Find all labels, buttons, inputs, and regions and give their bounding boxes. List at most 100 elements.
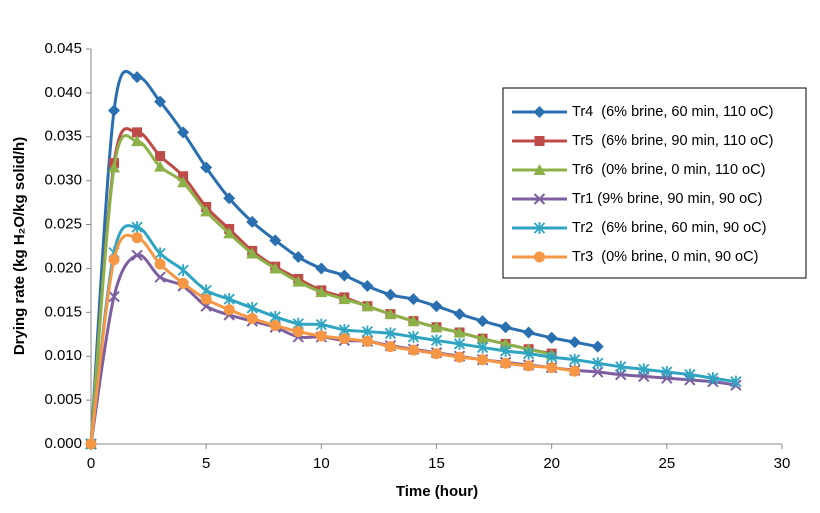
- marker: [108, 161, 121, 173]
- marker: [200, 161, 213, 174]
- marker: [476, 332, 489, 344]
- marker: [154, 160, 167, 172]
- marker: [476, 341, 489, 354]
- marker: [384, 327, 397, 340]
- marker: [361, 335, 373, 347]
- marker: [534, 136, 545, 146]
- legend-label: Tr6 (0% brine, 0 min, 110 oC): [572, 162, 765, 178]
- legend: Tr4 (6% brine, 60 min, 110 oC) Tr5 (6% br…: [502, 87, 807, 279]
- marker: [546, 351, 558, 364]
- marker: [533, 222, 546, 234]
- y-axis-label: Drying rate (kg H₂O/kg solid/h): [11, 137, 28, 355]
- marker: [177, 264, 189, 277]
- marker: [615, 360, 627, 373]
- marker: [338, 269, 351, 282]
- marker: [407, 315, 420, 327]
- legend-label: Tr3 (0% brine, 0 min, 90 oC): [572, 249, 758, 265]
- marker: [533, 164, 546, 175]
- series-line: [89, 133, 553, 445]
- marker: [223, 293, 235, 306]
- marker: [534, 251, 545, 263]
- x-tick-label: 10: [313, 455, 330, 472]
- legend-label: Tr1 (9% brine, 90 min, 90 oC): [572, 191, 762, 207]
- y-tick-label: 0.020: [44, 259, 82, 276]
- marker: [292, 326, 304, 338]
- marker: [223, 227, 236, 239]
- marker: [315, 286, 328, 298]
- marker: [707, 372, 719, 385]
- marker: [178, 171, 189, 182]
- y-tick-label: 0.035: [44, 128, 82, 145]
- marker: [453, 337, 466, 350]
- marker: [246, 301, 258, 314]
- marker: [638, 363, 650, 376]
- x-tick-label: 0: [87, 455, 95, 472]
- marker: [131, 135, 144, 147]
- marker: [361, 300, 374, 312]
- marker: [154, 258, 166, 270]
- marker: [569, 365, 581, 377]
- marker: [592, 357, 604, 370]
- marker: [533, 193, 546, 205]
- marker: [269, 234, 282, 247]
- y-tick-label: 0.045: [44, 40, 82, 57]
- marker: [338, 293, 351, 305]
- marker: [108, 290, 120, 303]
- marker: [269, 320, 281, 331]
- marker: [131, 221, 143, 234]
- marker: [499, 344, 512, 357]
- marker: [522, 326, 535, 339]
- legend-label: Tr5 (6% brine, 90 min, 110 oC): [572, 133, 773, 149]
- marker: [177, 126, 190, 139]
- marker: [454, 351, 466, 363]
- marker: [499, 321, 512, 334]
- y-tick-label: 0.005: [44, 391, 82, 408]
- marker: [545, 331, 558, 344]
- legend-label: Tr2 (6% brine, 60 min, 90 oC): [572, 220, 766, 236]
- marker: [407, 293, 420, 306]
- y-tick-label: 0.025: [44, 216, 82, 233]
- marker: [223, 192, 236, 205]
- marker: [200, 293, 212, 305]
- marker: [384, 308, 397, 320]
- marker: [430, 300, 443, 313]
- marker: [108, 104, 121, 117]
- x-tick-label: 25: [658, 455, 675, 472]
- x-tick-label: 15: [428, 455, 445, 472]
- marker: [315, 318, 327, 331]
- marker: [477, 354, 489, 366]
- marker: [499, 337, 512, 349]
- marker: [154, 271, 166, 283]
- y-tick-label: 0.030: [44, 172, 82, 189]
- marker: [85, 438, 97, 450]
- marker: [453, 308, 466, 321]
- marker: [177, 176, 190, 188]
- marker: [384, 341, 396, 353]
- marker: [592, 366, 604, 378]
- marker: [591, 340, 604, 353]
- marker: [569, 353, 581, 366]
- marker: [338, 333, 350, 345]
- marker: [407, 330, 420, 343]
- marker: [292, 275, 305, 287]
- y-tick-label: 0.000: [44, 435, 82, 452]
- marker: [730, 375, 742, 388]
- marker: [154, 95, 167, 108]
- marker: [131, 249, 143, 261]
- marker: [223, 304, 235, 316]
- marker: [384, 288, 397, 301]
- marker: [315, 330, 327, 342]
- x-tick-label: 30: [774, 455, 791, 472]
- marker: [200, 205, 213, 217]
- marker: [361, 280, 374, 292]
- x-axis-label: Time (hour): [396, 483, 478, 500]
- marker: [430, 321, 443, 333]
- y-tick-label: 0.015: [44, 303, 82, 320]
- marker: [523, 360, 535, 372]
- marker: [500, 357, 512, 369]
- marker: [453, 326, 466, 338]
- marker: [246, 312, 258, 324]
- marker: [431, 348, 442, 360]
- marker: [568, 336, 581, 349]
- y-tick-label: 0.010: [44, 347, 82, 364]
